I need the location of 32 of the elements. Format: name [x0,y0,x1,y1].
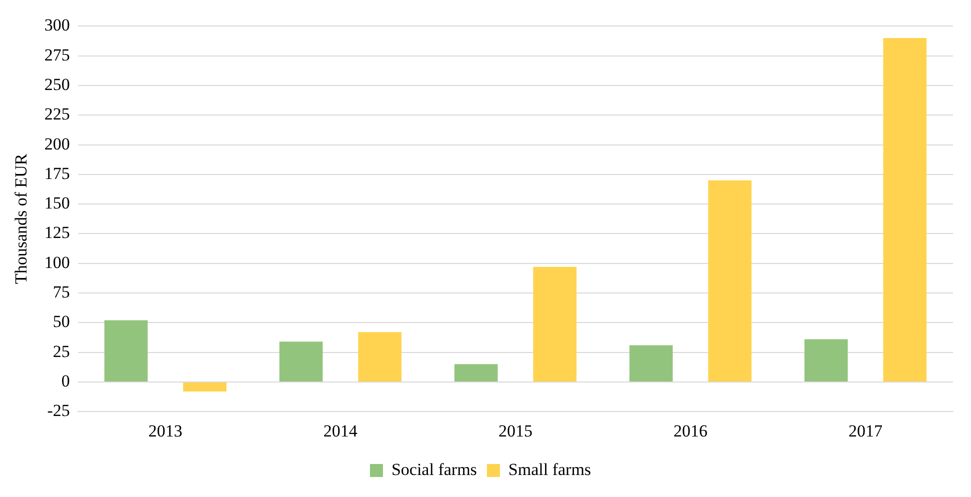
bar [533,266,576,382]
bar [883,38,927,382]
y-tick-label: 150 [44,194,70,213]
x-tick-label: 2015 [498,421,532,440]
x-tick-label: 2014 [323,421,358,440]
y-tick-label: -25 [47,401,70,420]
y-tick-label: 0 [61,371,70,390]
bar [183,382,226,392]
legend-label: Social farms [391,460,477,479]
y-tick-label: 300 [44,16,70,35]
y-axis-title: Thousands of EUR [12,153,31,284]
y-tick-label: 275 [44,45,70,64]
y-tick-label: 200 [44,134,70,154]
y-tick-label: 50 [52,312,70,332]
bar [358,332,402,382]
y-tick-label: 25 [52,342,70,361]
x-tick-label: 2013 [148,421,182,440]
y-tick-label: 250 [44,74,70,94]
y-tick-label: 125 [44,223,70,242]
bar [279,342,323,382]
bar [104,320,148,382]
bar [629,345,673,382]
x-tick-label: 2016 [673,421,708,440]
x-tick-label: 2017 [848,421,883,440]
bar [454,364,498,382]
y-tick-label: 175 [44,164,70,183]
bar [804,339,848,382]
bar [708,180,752,382]
y-tick-label: 225 [44,104,70,124]
legend-label: Small farms [508,460,592,479]
y-tick-label: 75 [52,282,70,302]
y-tick-label: 100 [44,252,70,272]
